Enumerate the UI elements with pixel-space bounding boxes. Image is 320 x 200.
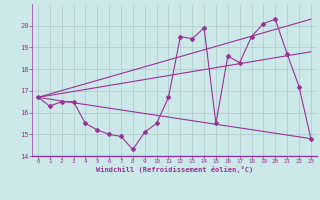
X-axis label: Windchill (Refroidissement éolien,°C): Windchill (Refroidissement éolien,°C) [96, 166, 253, 173]
